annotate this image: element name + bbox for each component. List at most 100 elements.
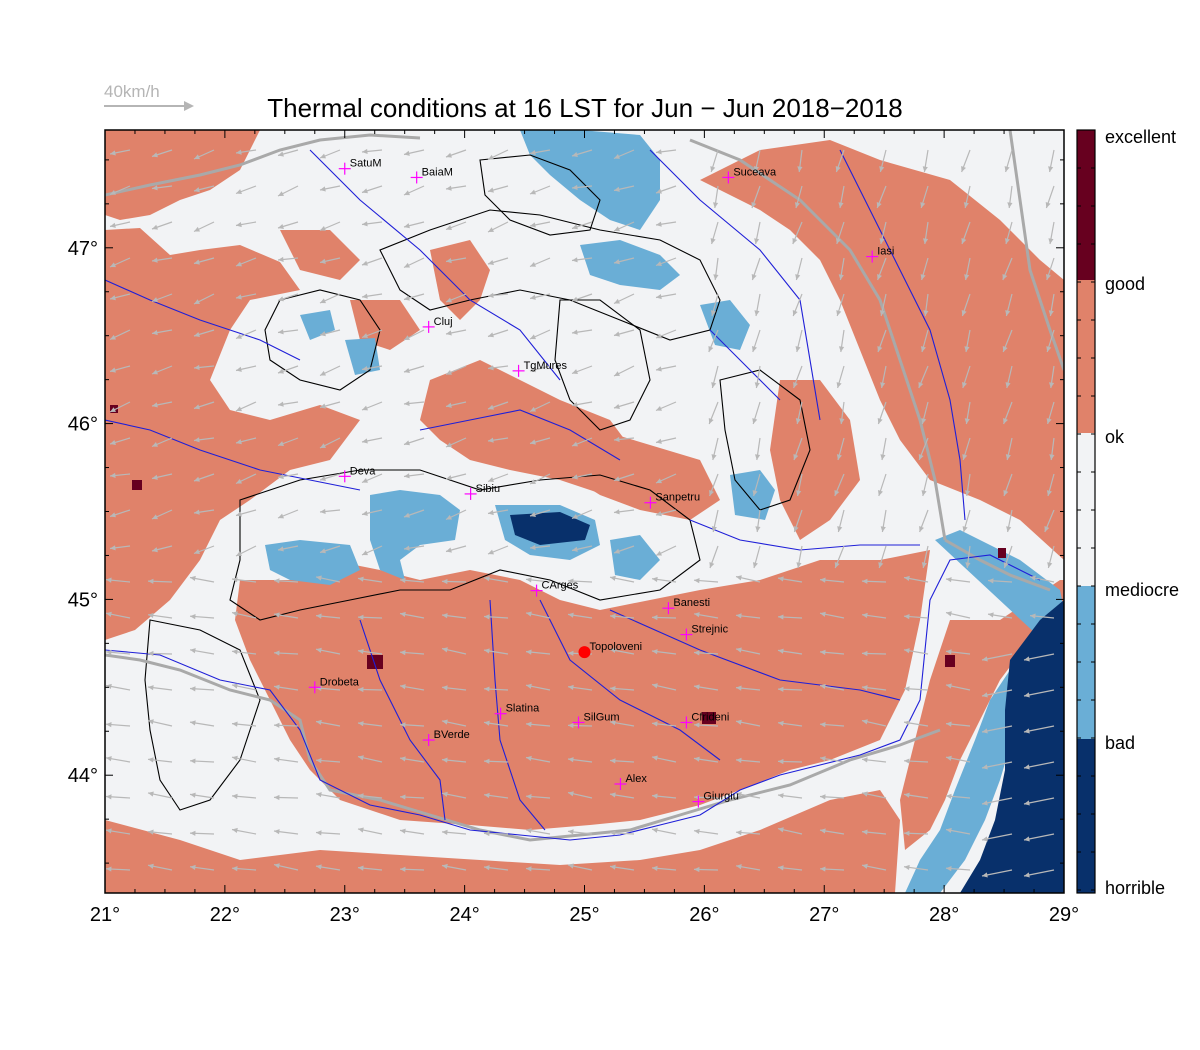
wind-arrow-47 — [193, 293, 215, 305]
city-baiam: BaiaM — [410, 166, 453, 184]
wind-arrow-280 — [655, 365, 677, 372]
wind-arrow-455 — [987, 612, 1013, 619]
river-line-8 — [105, 419, 361, 491]
wind-arrow-48 — [193, 329, 215, 337]
wind-arrow-234 — [571, 221, 593, 230]
wind-arrow-head — [793, 454, 799, 460]
wind-arrow-head — [1006, 526, 1012, 532]
wind-arrow-head — [656, 261, 662, 267]
wind-arrow-head — [610, 792, 616, 798]
wind-arrow-115 — [319, 473, 341, 481]
wind-arrow-head — [964, 490, 971, 496]
city-suceava: Suceava — [722, 166, 777, 184]
lat-tick-label: 46° — [68, 414, 98, 436]
wind-arrow-63 — [189, 864, 215, 871]
wind-arrow-53 — [193, 509, 215, 515]
wind-arrow-329 — [735, 613, 761, 619]
wind-arrow-137 — [361, 509, 383, 516]
wind-arrow-head — [362, 293, 368, 299]
wind-arrow-head — [446, 514, 452, 520]
mediocre-region-2 — [580, 240, 680, 290]
wind-arrow-head — [404, 150, 410, 156]
wind-arrow-head — [921, 418, 927, 424]
wind-arrow-107 — [319, 185, 341, 192]
wind-arrow-head — [752, 418, 758, 424]
wind-arrow-110 — [319, 293, 341, 304]
lon-tick-label: 29° — [1049, 904, 1079, 926]
wind-arrow-480 — [1023, 761, 1055, 770]
wind-arrow-head — [274, 612, 280, 618]
wind-arrow-head — [795, 274, 801, 280]
wind-arrow-23 — [151, 185, 173, 191]
wind-arrow-head — [278, 401, 284, 407]
wind-arrow-head — [1046, 274, 1051, 280]
city-label: Banesti — [673, 597, 710, 609]
wind-arrow-66 — [235, 221, 257, 228]
wind-arrow-head — [446, 185, 452, 191]
wind-arrow-head — [708, 418, 714, 424]
wind-arrow-head — [834, 562, 840, 568]
wind-arrow-head — [918, 382, 924, 388]
wind-arrow-head — [711, 526, 717, 532]
wind-arrow-237 — [571, 329, 593, 335]
wind-arrow-head — [110, 150, 116, 156]
wind-arrow-head — [404, 545, 410, 551]
wind-arrow-323 — [752, 401, 761, 425]
wind-arrow-head — [110, 334, 116, 340]
wind-arrow-head — [694, 612, 700, 618]
wind-arrow-450 — [1005, 437, 1013, 461]
wind-arrow-269 — [609, 720, 635, 727]
wind-arrow-head — [148, 757, 154, 763]
wind-arrow-57 — [189, 648, 215, 655]
contour-line-7 — [719, 369, 811, 511]
wind-arrow-42 — [147, 863, 173, 871]
wind-arrow-9 — [109, 437, 131, 445]
river-line-11 — [839, 149, 966, 521]
wind-arrow-101 — [273, 722, 299, 728]
wind-arrow-393 — [861, 650, 887, 657]
wind-arrow-117 — [319, 545, 341, 554]
wind-arrow-head — [792, 310, 798, 316]
wind-arrow-15 — [105, 649, 131, 655]
wind-arrow-37 — [147, 685, 173, 691]
city-silgum: SilGum — [572, 711, 620, 729]
wind-arrow-167 — [399, 828, 425, 835]
wind-arrow-424 — [964, 257, 971, 281]
wind-arrow-head — [964, 274, 970, 280]
wind-arrow-head — [316, 647, 322, 653]
wind-arrow-458 — [981, 725, 1013, 734]
wind-arrow-head — [965, 562, 971, 568]
wind-arrow-399 — [861, 863, 887, 871]
wind-arrow-369 — [834, 545, 845, 569]
wind-arrow-292 — [651, 793, 677, 799]
contour-line-6 — [144, 619, 261, 811]
wind-arrow-199 — [487, 473, 509, 483]
wind-arrow-head — [1024, 692, 1030, 698]
excellent-spot-2 — [945, 655, 955, 667]
wind-arrow-head — [320, 225, 326, 231]
wind-arrow-head — [862, 650, 868, 657]
wind-arrow-head — [400, 756, 406, 762]
wind-arrow-head — [526, 649, 532, 655]
wind-arrow-head — [110, 262, 116, 268]
wind-arrow-172 — [445, 257, 467, 264]
wind-arrow-head — [904, 758, 910, 764]
wind-arrow-177 — [445, 437, 467, 448]
wind-arrow-head — [152, 329, 158, 336]
wind-arrow-51 — [193, 437, 215, 443]
city-sanpetru: Sanpetru — [644, 492, 700, 509]
wind-arrow-head — [793, 526, 799, 532]
frame-ticks — [104, 130, 1065, 893]
wind-arrow-head — [1002, 346, 1008, 352]
river-line-4 — [539, 599, 721, 761]
wind-arrow-324 — [754, 437, 761, 461]
wind-arrow-head — [194, 331, 200, 337]
wind-arrow-452 — [1006, 509, 1013, 533]
wind-arrow-245 — [567, 612, 593, 619]
wind-arrow-head — [278, 329, 284, 335]
city-satum: SatuM — [338, 158, 382, 175]
wind-arrow-302 — [708, 401, 719, 425]
wind-arrow-433 — [945, 577, 971, 583]
map-title: Thermal conditions at 16 LST for Jun − J… — [267, 93, 903, 123]
city-label: Drobeta — [320, 676, 360, 688]
